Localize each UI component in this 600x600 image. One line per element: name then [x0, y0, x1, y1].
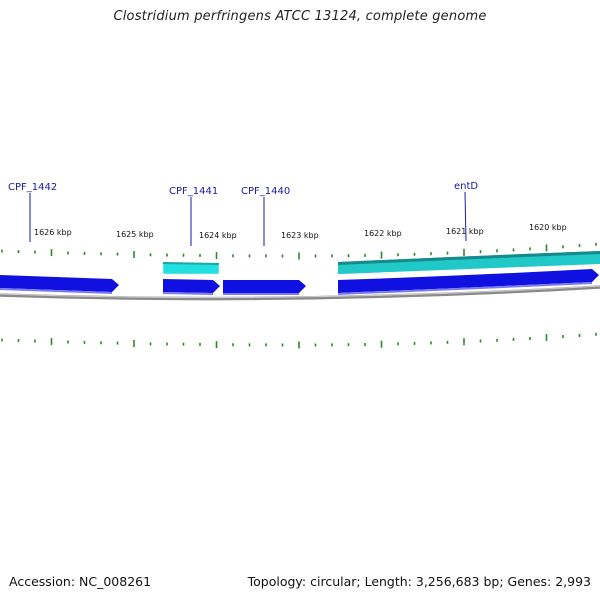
kbp-label-1625: 1625 kbp — [116, 230, 154, 239]
gene-label-cpf1442[interactable]: CPF_1442 — [8, 182, 57, 193]
genome-backbone — [0, 285, 600, 301]
cds-arrow-cpf1440-shadow — [223, 293, 299, 295]
kbp-label-1620: 1620 kbp — [529, 223, 567, 232]
cds-arrow-cpf1441-shadow — [163, 292, 213, 295]
gene-feature-cpf1441-top — [163, 262, 219, 265]
gene-feature-entd-top — [338, 251, 600, 265]
kbp-label-1623: 1623 kbp — [281, 231, 319, 240]
genome-stats-text: Topology: circular; Length: 3,256,683 bp… — [247, 574, 591, 589]
map-title: Clostridium perfringens ATCC 13124, comp… — [113, 9, 487, 24]
gene-feature-cpf1441[interactable] — [162, 261, 220, 275]
gene-feature-entd[interactable] — [338, 251, 600, 274]
gene-label-cpf1441[interactable]: CPF_1441 — [169, 186, 218, 197]
cds-arrow-entd[interactable] — [338, 269, 599, 293]
kbp-label-1626: 1626 kbp — [34, 228, 72, 237]
cds-arrow-cpf1442-shadow — [0, 288, 112, 294]
cds-arrow-cpf1440[interactable] — [223, 280, 306, 293]
upper-tick-row — [1, 242, 597, 260]
genome-backbone-highlight — [0, 285, 600, 299]
accession-text: Accession: NC_008261 — [9, 574, 152, 589]
cds-arrow-entd-shadow — [338, 282, 592, 295]
gene-label-cpf1440[interactable]: CPF_1440 — [241, 186, 290, 197]
callout-line-entd — [464, 191, 467, 242]
cds-arrow-cpf1442[interactable] — [0, 275, 119, 292]
cds-arrow-cpf1441[interactable] — [163, 279, 220, 293]
kbp-label-1621: 1621 kbp — [446, 227, 484, 236]
lower-tick-row — [1, 332, 597, 349]
kbp-label-1624: 1624 kbp — [199, 231, 237, 240]
kbp-label-1622: 1622 kbp — [364, 229, 402, 238]
gene-label-entd[interactable]: entD — [454, 181, 478, 192]
